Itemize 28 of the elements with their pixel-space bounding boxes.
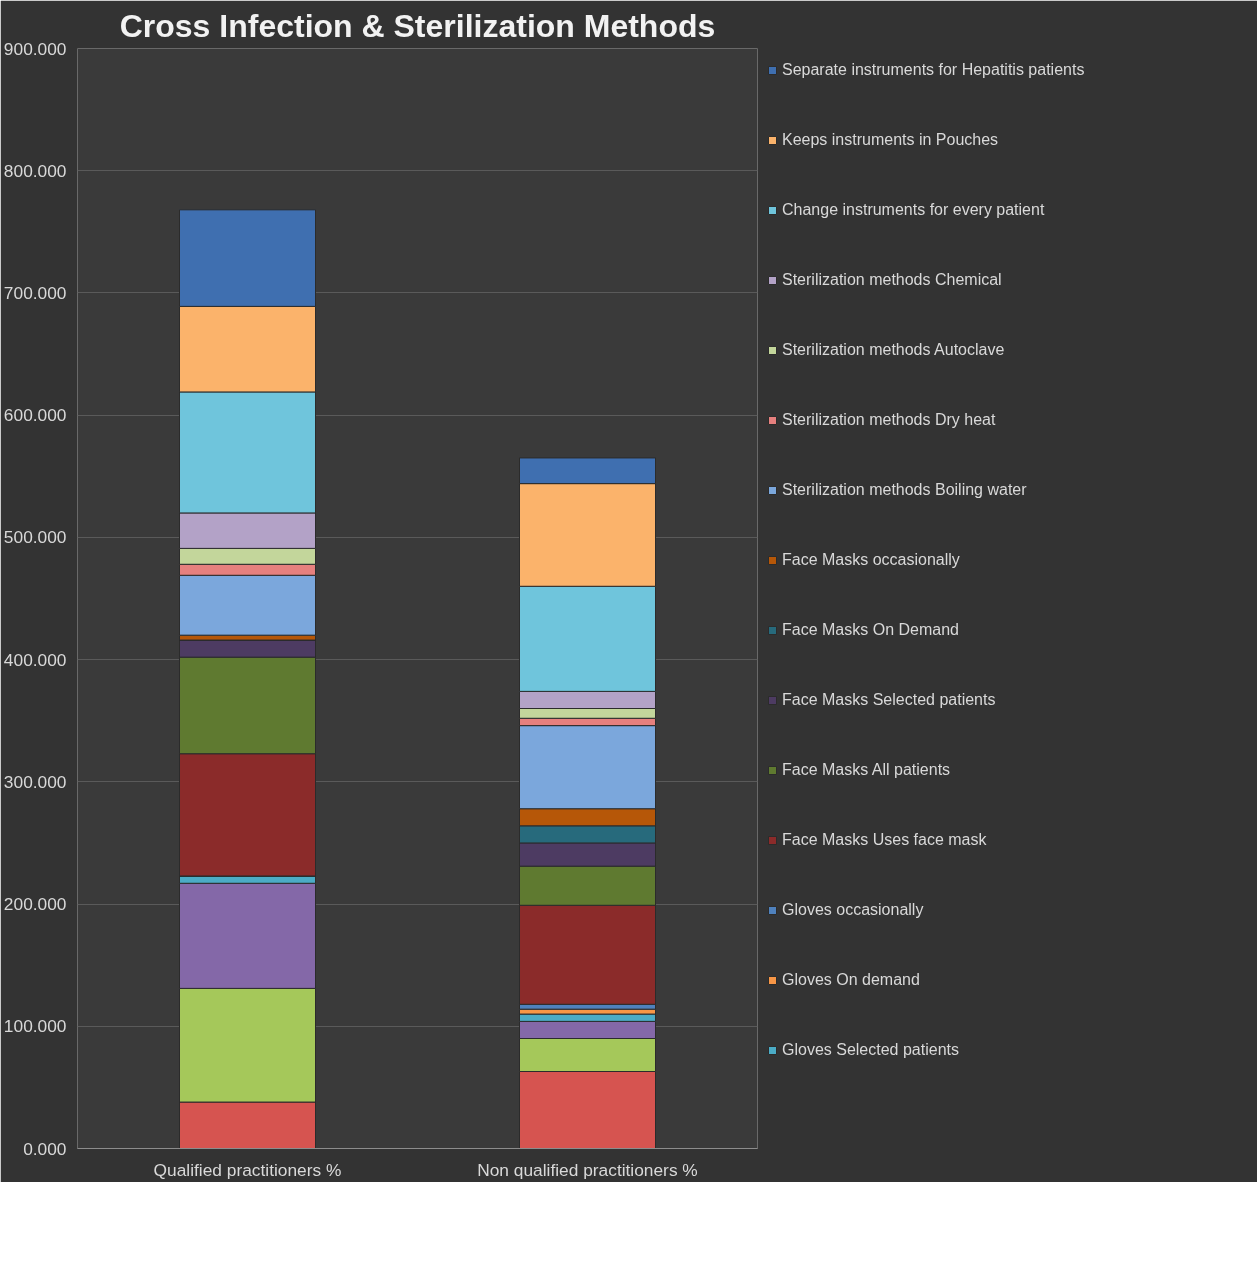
- y-tick-label: 0.000: [23, 1138, 67, 1159]
- legend-label: Sterilization methods Dry heat: [782, 410, 997, 430]
- legend-label: Gloves Selected patients: [782, 1040, 960, 1060]
- legend-label: Gloves occasionally: [782, 900, 925, 920]
- legend-label: Face Masks occasionally: [782, 550, 961, 570]
- chart-title: Cross Infection & Sterilization Methods: [119, 7, 716, 44]
- y-tick-label: 700.000: [3, 282, 67, 303]
- y-tick-label: 500.000: [3, 527, 67, 548]
- legend-label: Sterilization methods Boiling water: [782, 480, 1028, 500]
- legend-label: Face Masks All patients: [782, 760, 952, 780]
- legend-label: Keeps instruments in Pouches: [782, 130, 1000, 150]
- y-tick-label: 100.000: [3, 1016, 67, 1037]
- legend-label: Sterilization methods Autoclave: [782, 340, 1006, 360]
- y-tick-label: 900.000: [3, 38, 67, 59]
- y-tick-label: 200.000: [3, 894, 67, 915]
- legend-label: Face Masks Uses face mask: [782, 830, 988, 850]
- x-tick-label: Non qualified practitioners %: [477, 1159, 698, 1180]
- legend-label: Gloves On demand: [782, 970, 921, 990]
- legend-label: Face Masks On Demand: [782, 620, 960, 640]
- legend-label: Sterilization methods Chemical: [782, 270, 1003, 290]
- x-tick-label: Qualified practitioners %: [153, 1159, 342, 1180]
- y-tick-label: 300.000: [3, 771, 67, 792]
- y-tick-label: 800.000: [3, 160, 67, 181]
- legend-label: Separate instruments for Hepatitis patients: [782, 60, 1085, 80]
- legend-label: Face Masks Selected patients: [782, 690, 997, 710]
- legend-label: Change instruments for every patient: [782, 200, 1046, 220]
- y-tick-label: 600.000: [3, 405, 67, 426]
- y-tick-label: 400.000: [3, 649, 67, 670]
